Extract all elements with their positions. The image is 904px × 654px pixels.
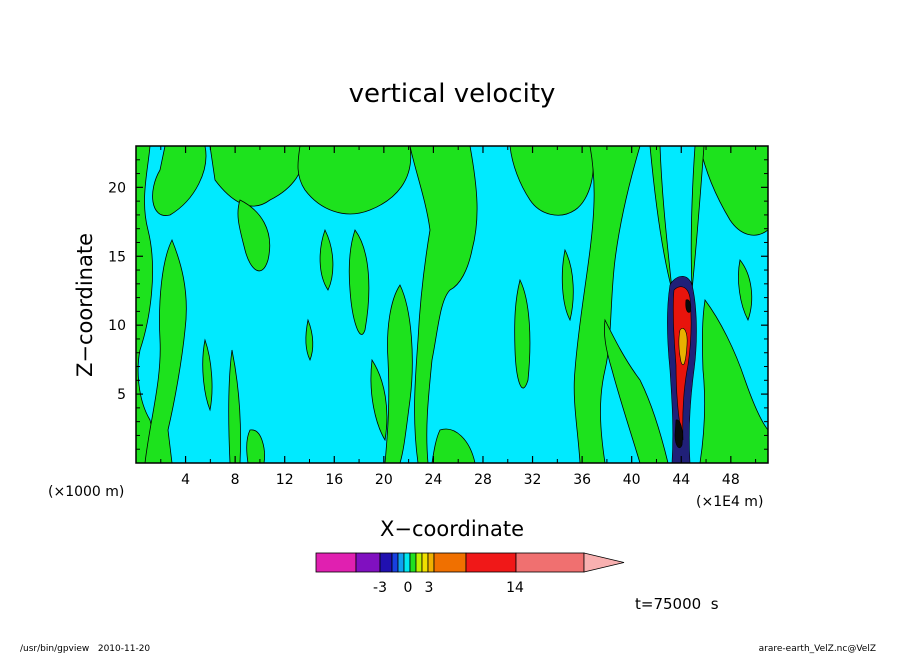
upward-region [246,429,265,463]
upward-region [144,239,187,463]
upward-region [561,248,574,322]
chart-title: vertical velocity [349,79,556,109]
x-tick-label: 24 [424,472,442,488]
colorbar-segment [415,552,423,573]
y-tick-label: 5 [117,387,126,403]
x-axis: 4 8 12 16 20 24 28 32 36 40 44 48 [160,146,757,488]
colorbar-segment [379,552,393,573]
upward-region [319,228,334,291]
y-axis: 5 10 15 20 [108,159,768,450]
plot-area [136,146,768,463]
y-axis-label: Z−coordinate [73,233,97,377]
upward-region [699,298,768,463]
core-ring [685,299,692,313]
colorbar-segment [465,552,517,573]
upward-region [152,146,207,216]
x-tick-label: 4 [181,472,190,488]
footer-right: arare-earth_VelZ.nc@VelZ [759,644,876,654]
time-label: t=75000 s [635,595,719,613]
upward-region [136,146,161,463]
upward-region [237,199,270,272]
footer-left: /usr/bin/gpview 2010-11-20 [20,644,150,654]
upward-region [509,146,594,216]
upward-region [348,229,370,335]
colorbar-segment [355,552,381,573]
x-tick-label: 48 [722,472,740,488]
y-tick-label: 20 [108,180,126,196]
colorbar-segment [397,552,405,573]
upward-region [431,428,476,463]
x-tick-label: 40 [623,472,641,488]
x-tick-label: 16 [325,472,343,488]
x-tick-label: 20 [375,472,393,488]
x-tick-label: 36 [573,472,591,488]
upward-region [297,146,412,215]
x-tick-label: 8 [231,472,240,488]
colorbar-label: 14 [506,580,524,596]
y-tick-label: 10 [108,318,126,334]
upward-region [573,146,641,463]
colorbar-segment [403,552,411,573]
upward-region [202,338,213,412]
upward-region [384,284,413,463]
colorbar: -3 0 3 14 [315,552,625,596]
colorbar-segment [315,552,357,573]
colorbar-segment [515,552,585,573]
plot-frame [135,145,769,464]
core-ring [674,419,683,449]
upward-region [604,318,669,463]
colorbar-segment [427,552,435,573]
colorbar-segment [409,552,417,573]
y-tick-label: 15 [108,249,126,265]
colorbar-segment [421,552,429,573]
x-tick-label: 12 [276,472,294,488]
upward-regions [136,146,768,463]
upward-region [699,146,768,236]
colorbar-label: 3 [425,580,434,596]
colorbar-segment [433,552,467,573]
x-tick-label: 44 [672,472,690,488]
upward-region [409,146,478,463]
x-axis-label: X−coordinate [380,517,524,541]
x-tick-label: 32 [524,472,542,488]
colorbar-label: 0 [404,580,413,596]
colorbar-extend-arrow [583,552,625,573]
upward-region [305,318,314,361]
upward-region [228,349,241,463]
x-unit-left: (×1000 m) [48,484,124,500]
colorbar-label: -3 [373,580,387,596]
upward-region [738,259,753,321]
core-ring [678,328,688,366]
x-tick-label: 28 [474,472,492,488]
convective-core [667,276,697,463]
colorbar-segment [391,552,399,573]
upward-region [370,358,388,442]
upward-region [514,278,531,389]
x-unit-right: (×1E4 m) [696,494,763,510]
